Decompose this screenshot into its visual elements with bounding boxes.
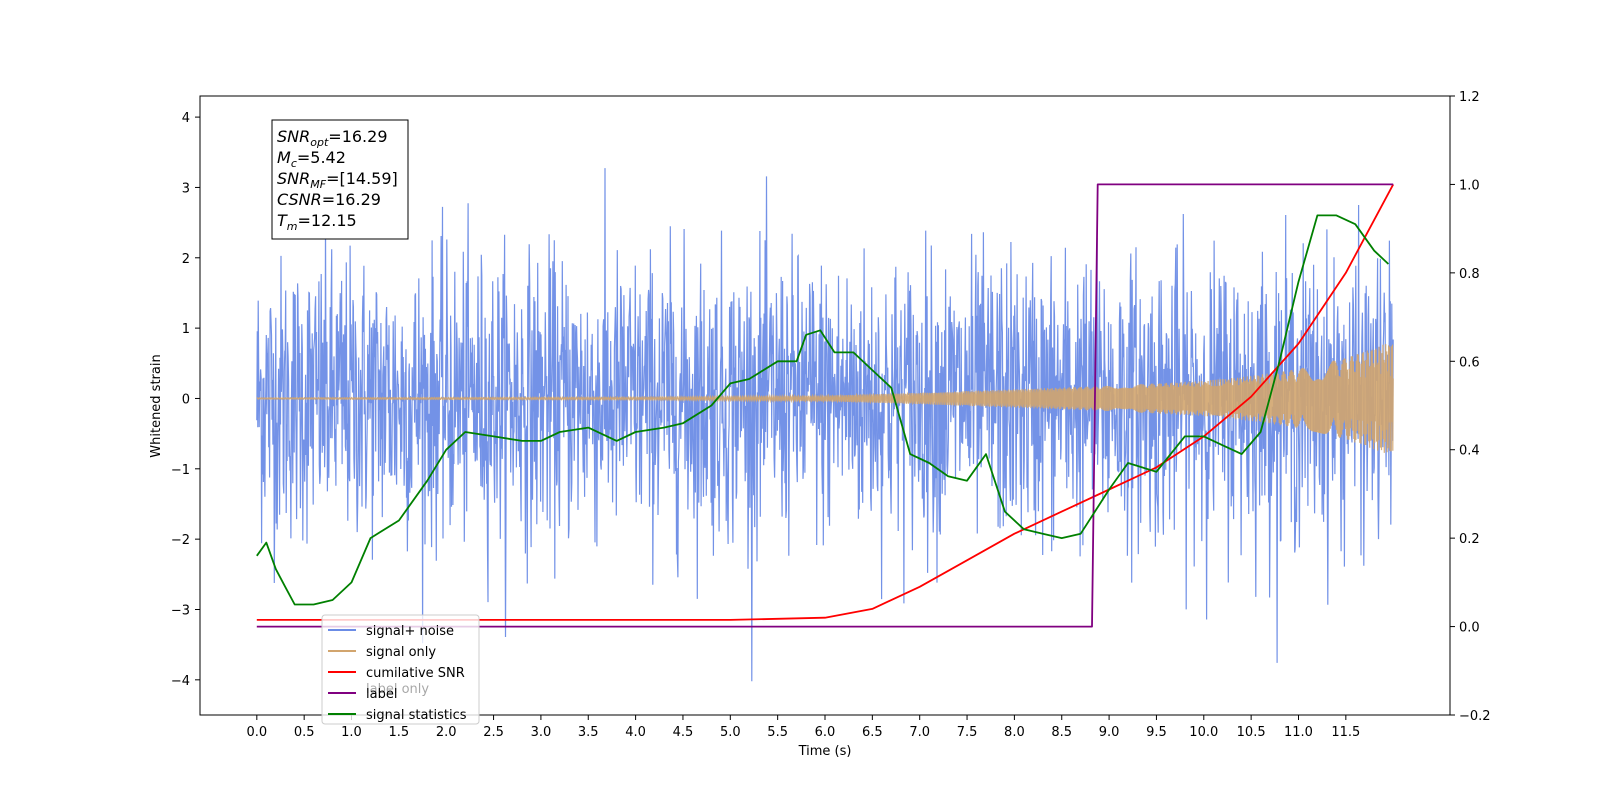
y-tick-label: 2 <box>182 252 190 267</box>
annotation-line: Tm=12.15 <box>277 211 357 233</box>
x-tick-label: 3.0 <box>531 725 552 740</box>
y-axis-label: Whitened strain <box>149 354 164 457</box>
x-tick-label: 1.5 <box>389 725 410 740</box>
y-tick-label: 4 <box>182 111 190 126</box>
legend-label: cumilative SNR <box>366 666 465 681</box>
series-signal-statistics <box>256 214 1390 606</box>
x-tick-label: 0.5 <box>294 725 315 740</box>
y2-tick-label: −0.2 <box>1459 709 1491 724</box>
y2-tick-label: 1.2 <box>1459 90 1480 105</box>
x-tick-label: 11.0 <box>1284 725 1313 740</box>
legend-label: signal+ noise <box>366 624 454 639</box>
y2-tick-label: 0.0 <box>1459 621 1480 636</box>
x-tick-label: 11.5 <box>1331 725 1360 740</box>
legend-label: signal statistics <box>366 708 467 723</box>
annotation-line: Mc=5.42 <box>277 148 346 170</box>
x-tick-label: 7.0 <box>909 725 930 740</box>
y-tick-label: 3 <box>182 181 190 196</box>
y-tick-label: −4 <box>171 674 190 689</box>
series-cumulative-snr <box>256 183 1394 621</box>
series-label <box>256 183 1394 628</box>
series-signal-noise <box>256 168 1394 682</box>
x-tick-label: 5.5 <box>767 725 788 740</box>
legend-frame <box>321 614 480 725</box>
annotation-frame <box>271 119 409 240</box>
x-tick-label: 9.5 <box>1146 725 1167 740</box>
annotation-line: CSNR=16.29 <box>277 190 381 209</box>
legend-label: label <box>366 687 397 702</box>
legend-label: signal only <box>366 645 436 660</box>
x-tick-label: 6.5 <box>862 725 883 740</box>
legend-ghost-label: label only <box>366 682 429 697</box>
x-tick-label: 2.0 <box>436 725 457 740</box>
y-tick-label: −3 <box>171 603 190 618</box>
x-tick-label: 8.0 <box>1004 725 1025 740</box>
y2-tick-label: 0.6 <box>1459 355 1480 370</box>
x-tick-label: 10.0 <box>1189 725 1218 740</box>
plot-area <box>256 168 1394 682</box>
y2-tick-label: 1.0 <box>1459 178 1480 193</box>
y2-tick-label: 0.8 <box>1459 267 1480 282</box>
y-tick-label: 0 <box>182 392 190 407</box>
x-tick-label: 4.5 <box>673 725 694 740</box>
axes: 0.0 0.5 1.0 1.5 2.0 2.5 3.0 3.5 4.0 4.5 5.0 5.5 6.0 6… <box>171 90 1491 740</box>
annotation-line: SNRopt=16.29 <box>277 127 388 149</box>
y-tick-label: −2 <box>171 533 190 548</box>
x-tick-label: 8.5 <box>1051 725 1072 740</box>
x-tick-label: 9.0 <box>1099 725 1120 740</box>
x-axis-label: Time (s) <box>798 744 852 759</box>
x-tick-label: 7.5 <box>957 725 978 740</box>
x-tick-label: 0.0 <box>246 725 267 740</box>
x-tick-label: 10.5 <box>1237 725 1266 740</box>
x-tick-label: 4.0 <box>625 725 646 740</box>
y-tick-label: 1 <box>182 322 190 337</box>
series-signal-only <box>256 344 1394 453</box>
x-tick-label: 6.0 <box>815 725 836 740</box>
x-tick-label: 3.5 <box>578 725 599 740</box>
x-tick-label: 1.0 <box>341 725 362 740</box>
x-tick-label: 5.0 <box>720 725 741 740</box>
x-tick-label: 2.5 <box>483 725 504 740</box>
annotation-line: SNRMF=[14.59] <box>277 169 398 191</box>
y2-tick-label: 0.2 <box>1459 532 1480 547</box>
legend: label only signal+ noise signal only cumila… <box>321 614 480 725</box>
y-tick-label: −1 <box>171 463 190 478</box>
y2-tick-label: 0.4 <box>1459 444 1480 459</box>
annotation-box: SNRopt=16.29Mc=5.42SNRMF=[14.59]CSNR=16.… <box>271 119 409 240</box>
